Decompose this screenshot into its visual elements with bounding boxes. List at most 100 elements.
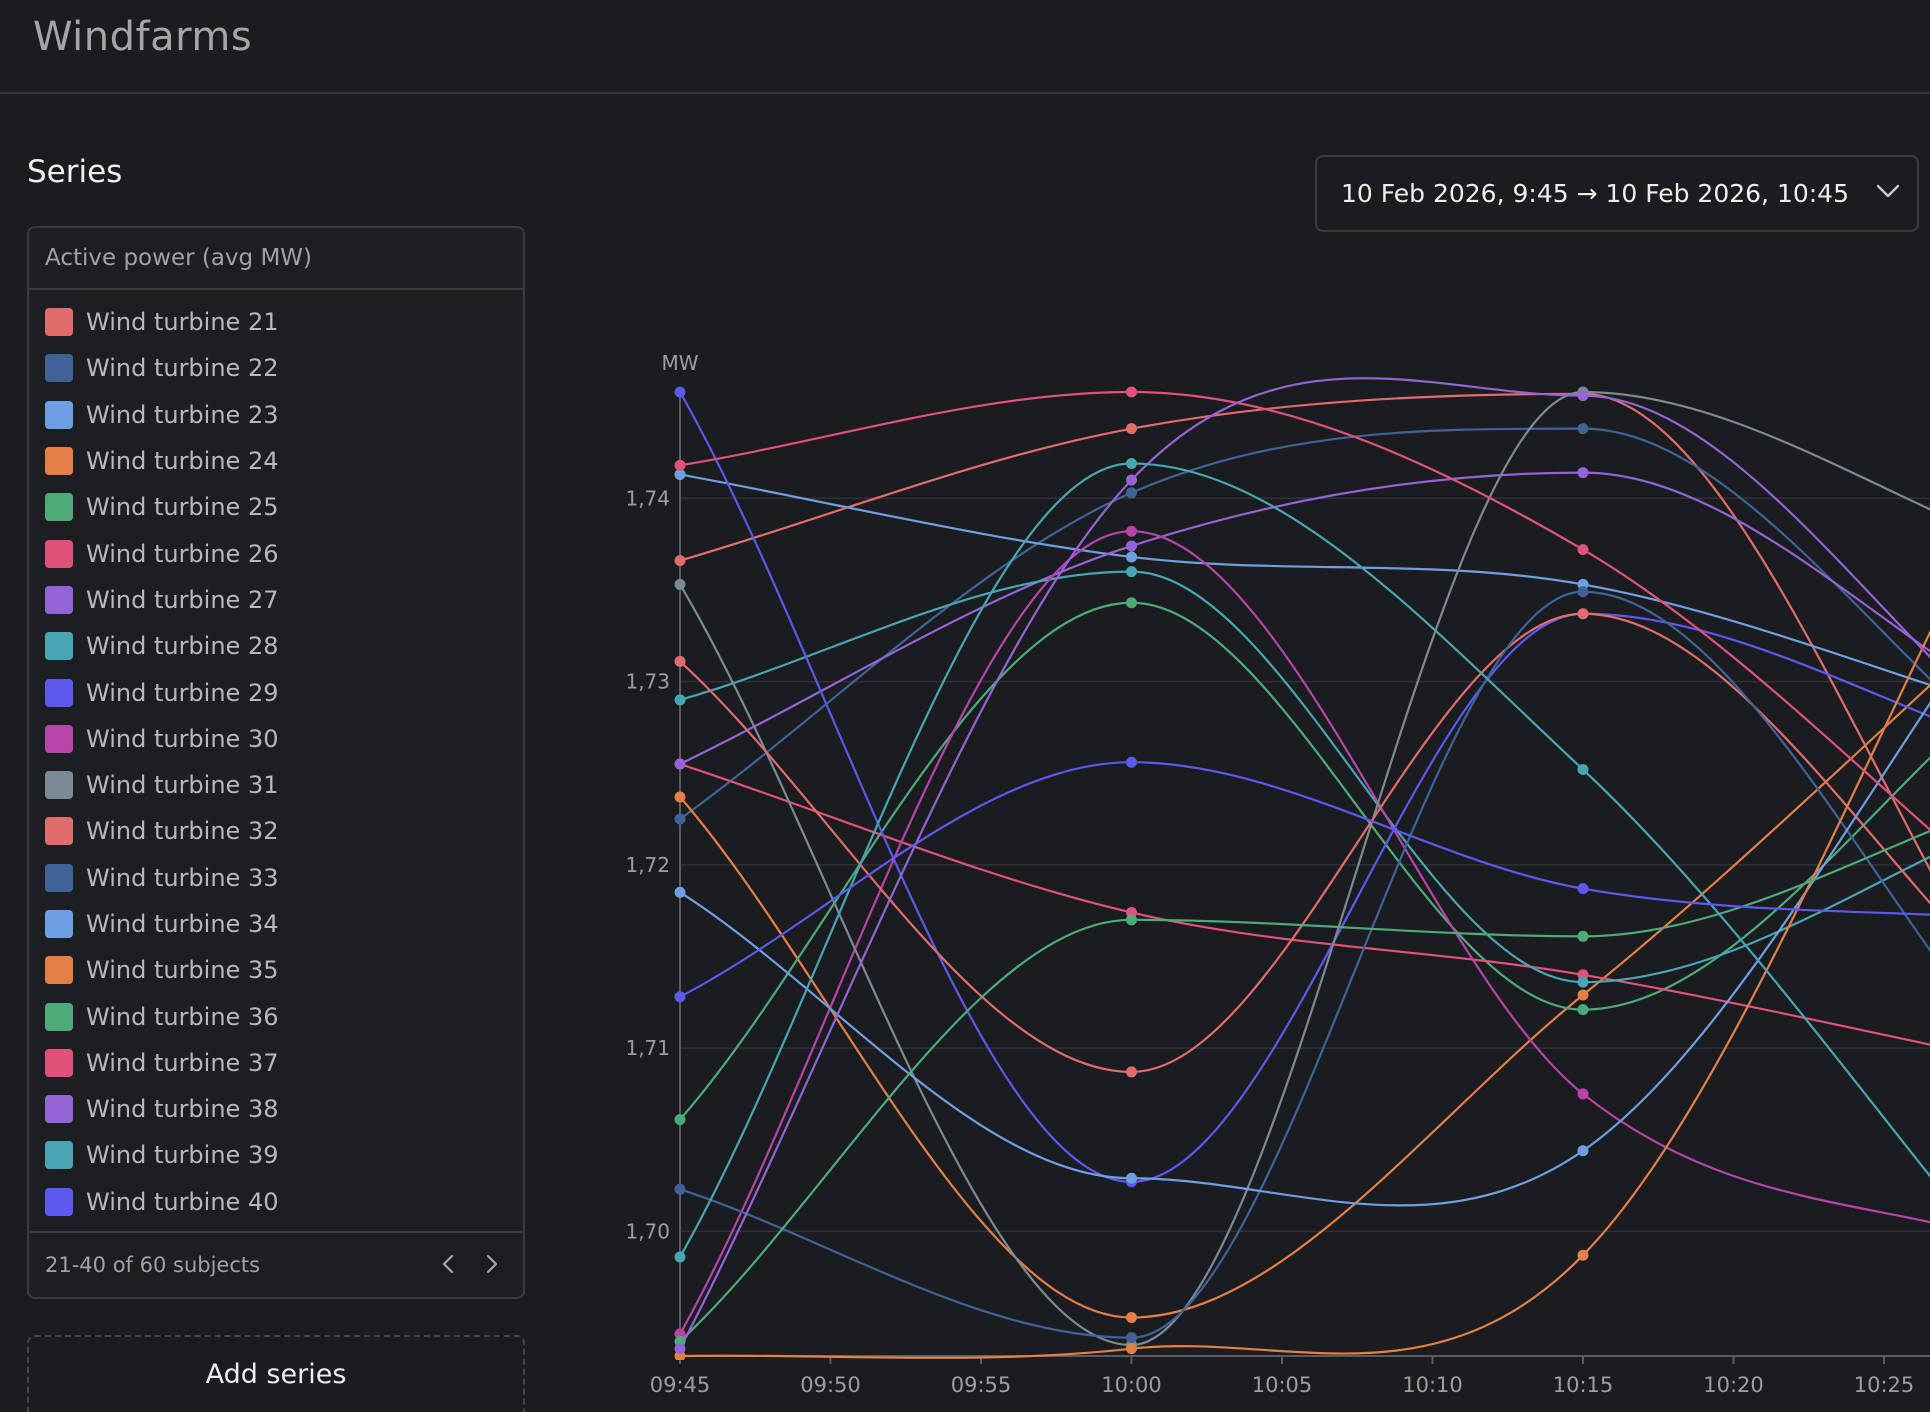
series-lines-group bbox=[674, 377, 1930, 1360]
top-bar: Windfarms bbox=[0, 0, 1930, 94]
data-point bbox=[1126, 566, 1137, 578]
y-tick-label: 1,70 bbox=[625, 1219, 670, 1243]
app-title: Windfarms bbox=[33, 14, 253, 60]
x-tick-label: 10:00 bbox=[1101, 1373, 1162, 1397]
previous-page-button[interactable] bbox=[431, 1245, 465, 1283]
data-point bbox=[1126, 423, 1137, 435]
series-item[interactable]: Wind turbine 26 bbox=[29, 530, 523, 576]
series-line bbox=[679, 570, 1930, 984]
series-item-label: Wind turbine 32 bbox=[86, 817, 279, 846]
series-panel-footer: 21-40 of 60 subjects bbox=[29, 1231, 523, 1297]
series-item[interactable]: Wind turbine 38 bbox=[29, 1086, 523, 1132]
series-line bbox=[679, 683, 1930, 1319]
data-point bbox=[674, 555, 686, 567]
series-line bbox=[679, 471, 1930, 766]
series-list: Wind turbine 21 Wind turbine 22 Wind turbi… bbox=[29, 290, 523, 1225]
x-tick-label: 10:05 bbox=[1252, 1373, 1313, 1397]
x-tick-label: 09:50 bbox=[800, 1373, 861, 1397]
data-point bbox=[674, 813, 686, 825]
series-line bbox=[679, 392, 1930, 873]
data-point bbox=[674, 468, 686, 480]
data-point bbox=[1577, 1145, 1589, 1157]
series-item-label: Wind turbine 23 bbox=[86, 400, 279, 429]
series-item[interactable]: Wind turbine 22 bbox=[29, 345, 523, 391]
series-item[interactable]: Wind turbine 25 bbox=[29, 484, 523, 530]
series-item-label: Wind turbine 35 bbox=[86, 956, 279, 985]
series-item[interactable]: Wind turbine 32 bbox=[29, 808, 523, 854]
series-item[interactable]: Wind turbine 36 bbox=[29, 993, 523, 1039]
series-color-swatch bbox=[45, 354, 73, 383]
data-point bbox=[1126, 487, 1137, 499]
x-tick-label: 09:45 bbox=[650, 1373, 711, 1397]
series-item-label: Wind turbine 36 bbox=[86, 1002, 279, 1031]
data-point bbox=[1577, 1004, 1589, 1016]
data-point bbox=[1577, 764, 1589, 776]
data-point bbox=[1126, 1172, 1137, 1184]
data-point bbox=[1577, 1088, 1589, 1100]
data-point bbox=[1577, 608, 1589, 620]
series-group-label: Active power (avg MW) bbox=[45, 245, 313, 271]
series-item[interactable]: Wind turbine 33 bbox=[29, 855, 523, 901]
series-item[interactable]: Wind turbine 24 bbox=[29, 438, 523, 484]
series-color-swatch bbox=[45, 632, 73, 661]
series-color-swatch bbox=[45, 956, 73, 985]
series-color-swatch bbox=[45, 400, 73, 429]
series-color-swatch bbox=[45, 863, 73, 892]
y-tick-label: 1,72 bbox=[625, 853, 670, 877]
data-point bbox=[674, 991, 686, 1003]
series-item[interactable]: Wind turbine 27 bbox=[29, 577, 523, 623]
series-line bbox=[679, 601, 1930, 1121]
series-line bbox=[679, 462, 1930, 1258]
series-line bbox=[679, 612, 1930, 1074]
series-item[interactable]: Wind turbine 40 bbox=[29, 1179, 523, 1225]
series-item-label: Wind turbine 25 bbox=[86, 493, 279, 522]
add-series-button[interactable]: Add series bbox=[27, 1335, 525, 1412]
series-item[interactable]: Wind turbine 29 bbox=[29, 669, 523, 715]
series-item[interactable]: Wind turbine 21 bbox=[29, 299, 523, 345]
time-range-select[interactable]: 10 Feb 2026, 9:45 → 10 Feb 2026, 10:45 bbox=[1315, 155, 1919, 232]
data-point bbox=[1126, 525, 1137, 537]
series-item-label: Wind turbine 22 bbox=[86, 354, 279, 383]
data-point bbox=[674, 459, 686, 471]
data-point bbox=[674, 1343, 686, 1355]
series-panel: Active power (avg MW) Wind turbine 21 Win… bbox=[27, 226, 525, 1299]
chevron-right-icon bbox=[486, 1254, 498, 1274]
series-item[interactable]: Wind turbine 31 bbox=[29, 762, 523, 808]
series-item[interactable]: Wind turbine 23 bbox=[29, 392, 523, 438]
series-color-swatch bbox=[45, 1048, 73, 1077]
x-tick-label: 10:15 bbox=[1553, 1373, 1614, 1397]
series-item-label: Wind turbine 27 bbox=[86, 585, 279, 614]
series-item-label: Wind turbine 31 bbox=[86, 771, 279, 800]
data-point bbox=[674, 655, 686, 667]
data-point bbox=[1126, 597, 1137, 609]
data-point bbox=[674, 791, 686, 803]
series-item[interactable]: Wind turbine 39 bbox=[29, 1132, 523, 1178]
series-color-swatch bbox=[45, 678, 73, 707]
series-item[interactable]: Wind turbine 34 bbox=[29, 901, 523, 947]
series-item-label: Wind turbine 26 bbox=[86, 539, 279, 568]
series-line bbox=[679, 530, 1930, 1335]
series-item[interactable]: Wind turbine 30 bbox=[29, 716, 523, 762]
series-color-swatch bbox=[45, 493, 73, 522]
series-item-label: Wind turbine 39 bbox=[86, 1141, 279, 1170]
data-point bbox=[1126, 914, 1137, 926]
data-point bbox=[674, 1183, 686, 1195]
series-group-header[interactable]: Active power (avg MW) bbox=[29, 228, 523, 290]
series-line bbox=[679, 761, 1930, 998]
series-color-swatch bbox=[45, 724, 73, 753]
next-page-button[interactable] bbox=[475, 1245, 509, 1283]
data-point bbox=[1126, 457, 1137, 469]
data-point bbox=[1126, 540, 1137, 552]
data-point bbox=[1126, 1332, 1137, 1344]
series-item-label: Wind turbine 38 bbox=[86, 1095, 279, 1124]
series-item[interactable]: Wind turbine 37 bbox=[29, 1040, 523, 1086]
data-point bbox=[1577, 989, 1589, 1001]
series-item-label: Wind turbine 40 bbox=[86, 1187, 279, 1216]
series-item[interactable]: Wind turbine 35 bbox=[29, 947, 523, 993]
series-item-label: Wind turbine 24 bbox=[86, 447, 279, 476]
series-line bbox=[679, 427, 1930, 820]
data-point bbox=[1577, 544, 1589, 556]
series-line bbox=[679, 377, 1930, 1350]
series-heading: Series bbox=[27, 154, 123, 190]
series-item[interactable]: Wind turbine 28 bbox=[29, 623, 523, 669]
